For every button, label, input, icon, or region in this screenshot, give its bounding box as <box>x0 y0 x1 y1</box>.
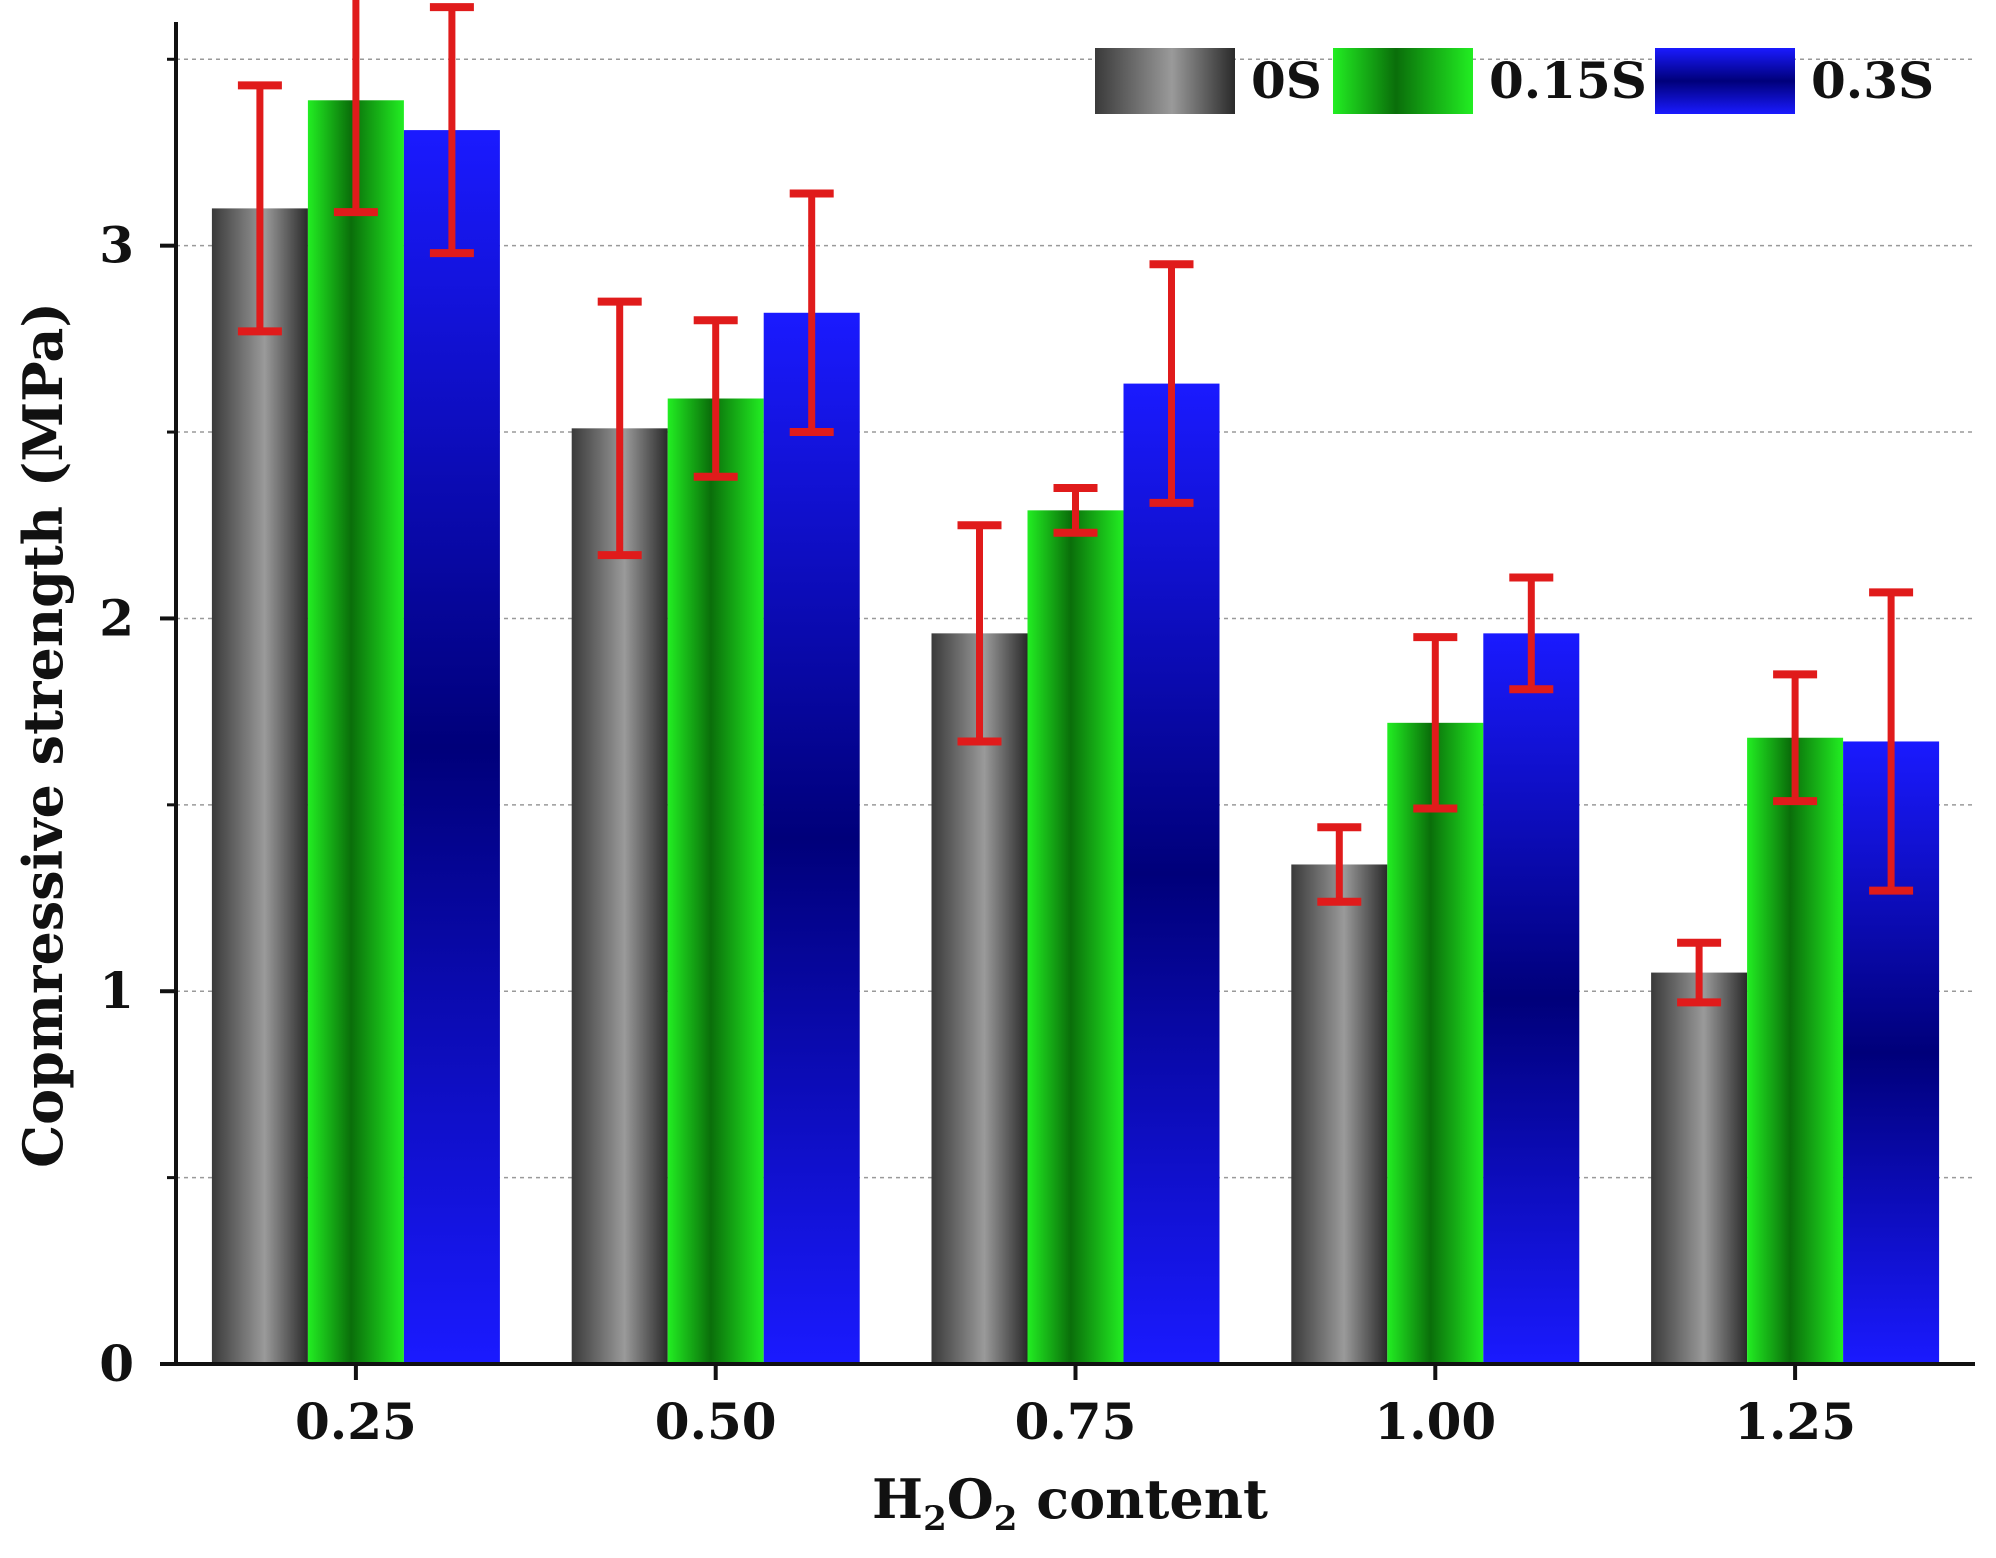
bar-0.3S-0.50 <box>763 312 860 1365</box>
bar-0.15S-0.75 <box>1027 510 1124 1365</box>
y-tick-label-2: 2 <box>99 588 134 647</box>
bar-layer <box>211 100 1940 1365</box>
bar-0.3S-1.00 <box>1483 633 1580 1364</box>
y-tick-label-1: 1 <box>99 961 134 1020</box>
x-axis-title: H2O2 content <box>872 1467 1268 1539</box>
legend-swatch-0.3S <box>1655 48 1795 114</box>
x-axis-title-o: O <box>947 1467 994 1531</box>
bar-0S-1.25 <box>1651 972 1748 1364</box>
legend-label-0.15S: 0.15S <box>1489 51 1647 110</box>
legend-label-0.3S: 0.3S <box>1811 51 1934 110</box>
error-bar-layer <box>237 0 1914 1007</box>
axis-layer: 0.25 0.50 0.75 1.00 1.25 0 1 2 3 <box>99 22 1975 1451</box>
bar-0.15S-1.00 <box>1387 722 1484 1364</box>
x-tick-label-0.50: 0.50 <box>655 1392 777 1451</box>
x-tick-label-0.75: 0.75 <box>1015 1392 1137 1451</box>
bar-0.3S-0.75 <box>1123 383 1220 1364</box>
y-tick-label-0: 0 <box>99 1334 134 1393</box>
bar-0.15S-1.25 <box>1747 737 1844 1364</box>
x-axis-title-sub-2: 2 <box>994 1499 1018 1539</box>
legend-swatch-0S <box>1095 48 1235 114</box>
bar-0S-1.00 <box>1291 864 1388 1364</box>
x-axis-title-h: H <box>872 1467 923 1531</box>
x-tick-label-1.25: 1.25 <box>1734 1392 1856 1451</box>
x-tick-label-0.25: 0.25 <box>295 1392 417 1451</box>
bar-0.15S-0.25 <box>307 100 404 1365</box>
bar-0S-0.25 <box>211 208 308 1364</box>
bar-0S-0.75 <box>931 633 1028 1364</box>
x-axis-title-sub-1: 2 <box>923 1499 947 1539</box>
y-tick-label-3: 3 <box>99 216 134 275</box>
x-axis-title-rest: content <box>1017 1467 1268 1531</box>
x-tick-label-1.00: 1.00 <box>1374 1392 1496 1451</box>
legend-swatch-0.15S <box>1333 48 1473 114</box>
y-axis-title: Copmressive strength (MPa) <box>11 302 75 1168</box>
bar-0S-0.50 <box>571 428 668 1365</box>
bar-0.15S-0.50 <box>667 398 764 1364</box>
bar-0.3S-0.25 <box>403 130 500 1364</box>
legend-label-0S: 0S <box>1251 51 1322 110</box>
legend: 0S 0.15S 0.3S <box>1095 48 1934 114</box>
